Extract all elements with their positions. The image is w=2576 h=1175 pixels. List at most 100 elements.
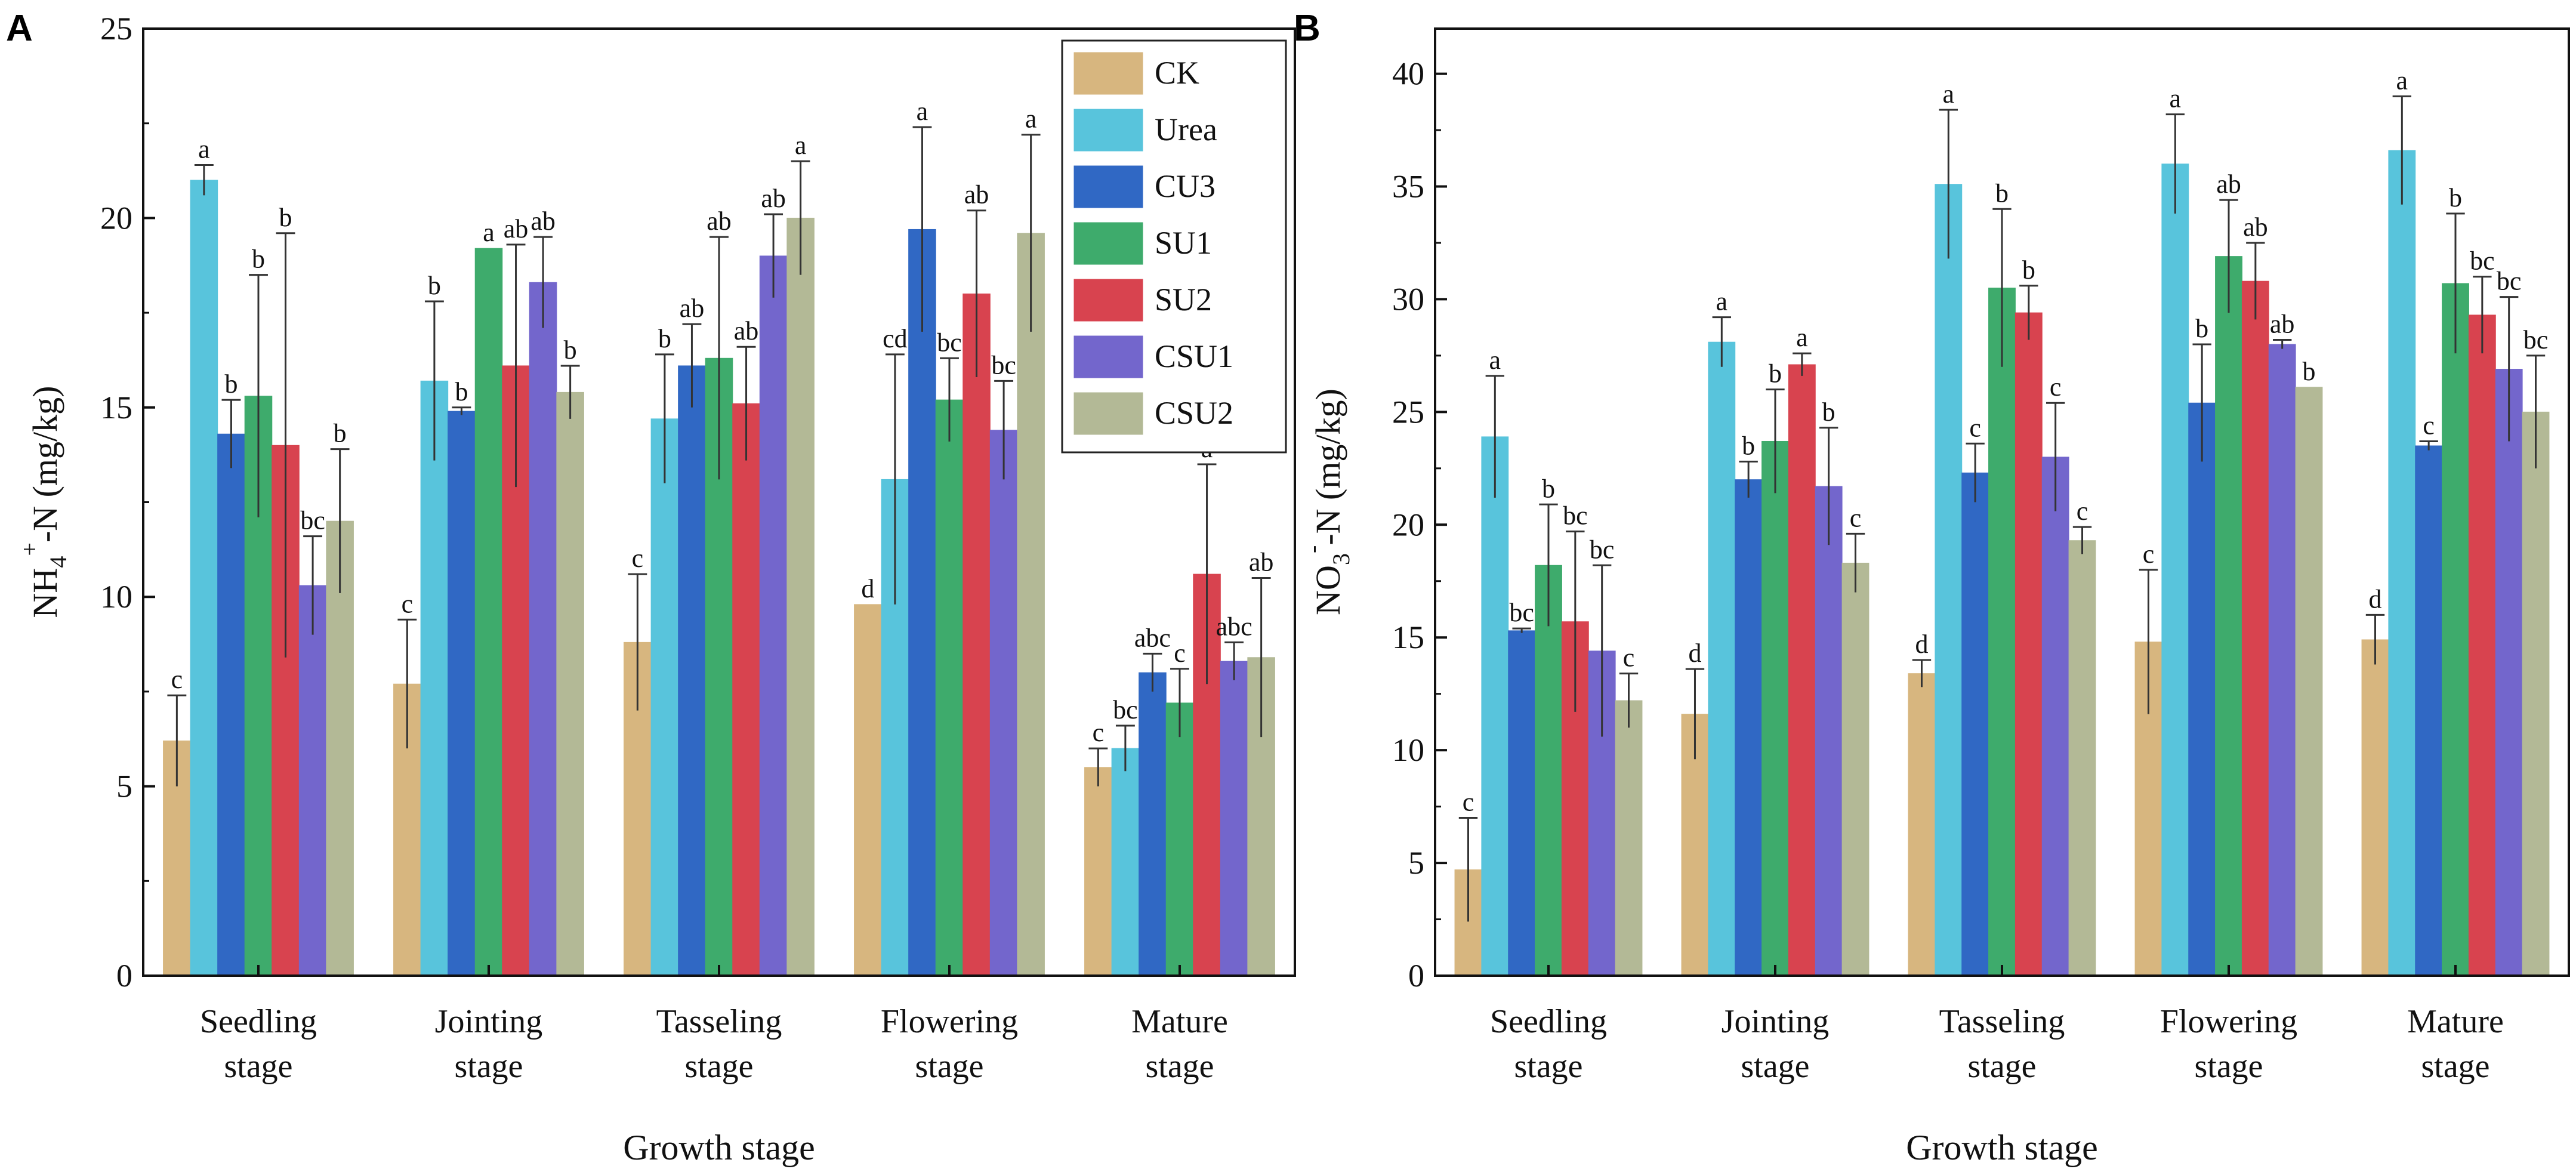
panel-b-significance-letter: ab bbox=[2243, 212, 2268, 242]
panel-a-significance-letter: b bbox=[224, 369, 237, 399]
panel-b-y-axis-label: NO3--N (mg/kg) bbox=[1299, 388, 1355, 615]
panel-b-bar bbox=[2442, 283, 2469, 976]
panel-a-significance-letter: ab bbox=[530, 206, 556, 236]
panel-b-significance-letter: bc bbox=[2470, 246, 2495, 276]
panel-a-significance-letter: b bbox=[252, 245, 265, 274]
panel-b-bar bbox=[2161, 164, 2189, 976]
legend-swatch bbox=[1073, 279, 1143, 322]
legend-label: CSU1 bbox=[1155, 338, 1233, 374]
panel-b-significance-letter: bc bbox=[2523, 325, 2549, 354]
panel-a-significance-letter: bc bbox=[937, 328, 962, 357]
panel-b-bar bbox=[2268, 344, 2296, 976]
panel-a-significance-letter: a bbox=[198, 135, 210, 164]
panel-a-bar bbox=[989, 430, 1018, 976]
panel-b-x-tick-label: stage bbox=[1514, 1048, 1582, 1085]
panel-a-bar bbox=[190, 180, 218, 976]
legend-label: SU1 bbox=[1155, 225, 1212, 261]
panel-b-significance-letter: d bbox=[1688, 639, 1701, 668]
legend: CK Urea CU3 SU1 SU2 CSU1 CSU2 bbox=[1061, 39, 1287, 454]
panel-a-bar bbox=[556, 391, 584, 976]
panel-a-x-tick-label: stage bbox=[454, 1048, 523, 1085]
panel-b-x-tick-label: stage bbox=[2194, 1048, 2263, 1085]
panel-b-significance-letter: b bbox=[2303, 357, 2316, 386]
panel-b-bar bbox=[2468, 314, 2496, 976]
panel-a-x-tick-label: stage bbox=[684, 1048, 753, 1085]
panel-a-bar bbox=[1084, 767, 1112, 976]
panel-a-significance-letter: ab bbox=[707, 206, 732, 236]
panel-a-bar bbox=[448, 411, 476, 976]
panel-a-significance-letter: c bbox=[632, 544, 644, 573]
panel-a-significance-letter: c bbox=[1093, 718, 1105, 747]
panel-a-significance-letter: b bbox=[564, 335, 577, 365]
panel-b-significance-letter: bc bbox=[1509, 598, 1534, 627]
panel-a-bar bbox=[298, 585, 327, 976]
panel-a-significance-letter: bc bbox=[1113, 695, 1138, 724]
panel-a-significance-letter: cd bbox=[883, 324, 908, 353]
panel-b-significance-letter: ab bbox=[2270, 309, 2295, 338]
panel-b-label: B bbox=[1294, 8, 1321, 49]
legend-swatch bbox=[1073, 392, 1143, 435]
panel-b-y-tick-label: 40 bbox=[1392, 56, 1424, 92]
panel-b-x-tick-label: Mature bbox=[2407, 1003, 2504, 1040]
panel-b-significance-letter: bc bbox=[1590, 535, 1615, 564]
panel-b-bar bbox=[1788, 364, 1816, 976]
panel-b-y-tick-label: 15 bbox=[1392, 619, 1424, 655]
panel-a-y-tick-label: 5 bbox=[116, 769, 132, 804]
legend-label: Urea bbox=[1155, 112, 1217, 147]
panel-b-significance-letter: b bbox=[1769, 359, 1782, 388]
panel-a-bar bbox=[962, 293, 991, 976]
panel-a-significance-letter: ab bbox=[734, 316, 759, 346]
panel-b-significance-letter: b bbox=[2022, 255, 2035, 285]
panel-b-significance-letter: a bbox=[2170, 84, 2182, 113]
panel-b-significance-letter: b bbox=[1542, 474, 1555, 503]
panel-b-bar bbox=[1735, 479, 1763, 976]
panel-a-x-tick-label: stage bbox=[915, 1048, 983, 1085]
panel-a-significance-letter: c bbox=[1174, 639, 1186, 668]
panel-b-x-tick-label: stage bbox=[2421, 1048, 2489, 1085]
panel-a-significance-letter: abc bbox=[1134, 623, 1171, 652]
panel-b-significance-letter: c bbox=[1969, 413, 1981, 442]
panel-b-bar bbox=[2241, 280, 2269, 976]
panel-b-bar bbox=[1761, 440, 1789, 976]
panel-a-significance-letter: a bbox=[1025, 104, 1037, 134]
panel-b-bar bbox=[2041, 457, 2069, 976]
panel-a-bar bbox=[678, 365, 706, 976]
panel-b-y-tick-label: 20 bbox=[1392, 507, 1424, 542]
panel-b-significance-letter: a bbox=[1943, 79, 1955, 109]
panel-a-significance-letter: ab bbox=[964, 180, 989, 209]
panel-a-significance-letter: ab bbox=[504, 214, 529, 243]
panel-a-bar bbox=[529, 282, 557, 976]
panel-a-bar bbox=[1139, 672, 1167, 976]
panel-a-y-tick-label: 15 bbox=[100, 390, 132, 425]
panel-a-significance-letter: c bbox=[402, 589, 414, 618]
panel-b-bar bbox=[2215, 256, 2242, 976]
panel-b-significance-letter: bc bbox=[1563, 501, 1588, 531]
panel-b-significance-letter: b bbox=[2195, 314, 2208, 343]
panel-b-bar bbox=[2495, 369, 2523, 976]
panel-a-significance-letter: c bbox=[171, 665, 183, 694]
panel-a-x-tick-label: stage bbox=[224, 1048, 292, 1085]
panel-a-x-tick-label: stage bbox=[1145, 1048, 1214, 1085]
panel-a-x-tick-label: Jointing bbox=[435, 1003, 542, 1040]
panel-b-bar bbox=[2522, 411, 2550, 976]
panel-a-y-tick-label: 20 bbox=[100, 200, 132, 236]
panel-b-bar bbox=[1615, 700, 1643, 976]
panel-b-x-tick-label: stage bbox=[1967, 1048, 2036, 1085]
panel-a-significance-letter: ab bbox=[1249, 547, 1274, 576]
panel-b-significance-letter: bc bbox=[2497, 267, 2522, 296]
panel-a-x-tick-label: Mature bbox=[1131, 1003, 1228, 1040]
legend-swatch bbox=[1073, 165, 1143, 208]
panel-b-x-tick-label: Jointing bbox=[1722, 1003, 1829, 1040]
panel-b-x-tick-label: stage bbox=[1741, 1048, 1809, 1085]
panel-b-significance-letter: c bbox=[2423, 411, 2435, 440]
panel-b-bar bbox=[2295, 387, 2323, 976]
panel-a-significance-letter: b bbox=[428, 271, 441, 300]
legend-label: CU3 bbox=[1155, 168, 1215, 204]
panel-a-y-axis-label: NH4+-N (mg/kg) bbox=[16, 386, 72, 618]
legend-swatch bbox=[1073, 222, 1143, 265]
panel-a-bar bbox=[1111, 748, 1140, 976]
panel-b-significance-letter: b bbox=[1742, 431, 1755, 460]
panel-a-significance-letter: b bbox=[279, 203, 292, 232]
